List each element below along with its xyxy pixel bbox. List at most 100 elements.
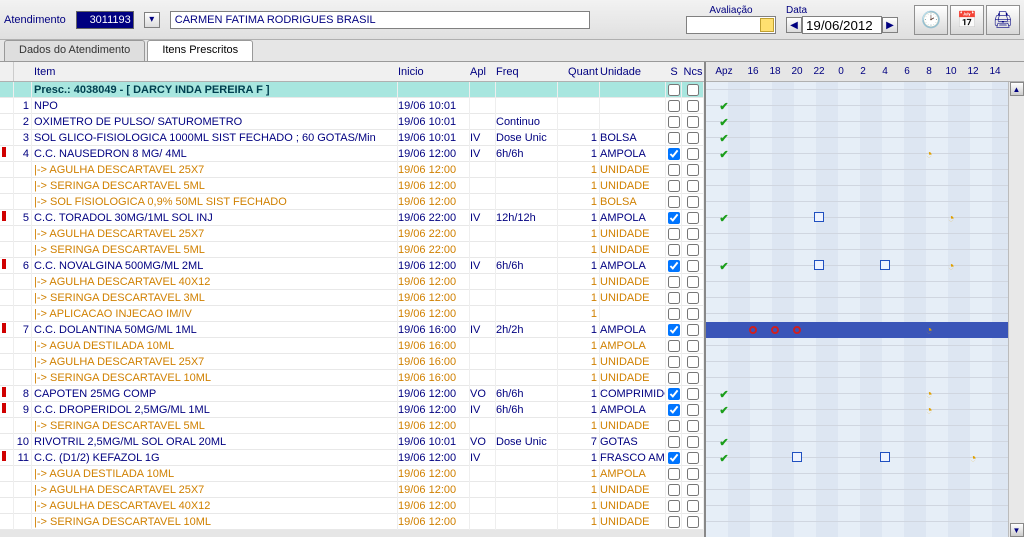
s-check[interactable] bbox=[668, 260, 680, 272]
ncs-check[interactable] bbox=[687, 452, 699, 464]
ncs-check[interactable] bbox=[687, 228, 699, 240]
s-check[interactable] bbox=[668, 180, 680, 192]
table-row[interactable]: |-> SERINGA DESCARTAVEL 10ML19/06 16:001… bbox=[0, 370, 704, 386]
ncs-check[interactable] bbox=[687, 212, 699, 224]
tab-itens[interactable]: Itens Prescritos bbox=[147, 40, 253, 61]
timeline-row[interactable]: ✔ bbox=[706, 130, 1008, 146]
table-row[interactable]: 8CAPOTEN 25MG COMP19/06 12:00VO6h/6h1COM… bbox=[0, 386, 704, 402]
atendimento-input[interactable] bbox=[76, 11, 134, 29]
table-row[interactable]: |-> AGULHA DESCARTAVEL 25X719/06 12:001U… bbox=[0, 162, 704, 178]
ncs-check[interactable] bbox=[687, 372, 699, 384]
s-check[interactable] bbox=[668, 116, 680, 128]
ncs-check[interactable] bbox=[687, 356, 699, 368]
table-row[interactable]: 6C.C. NOVALGINA 500MG/ML 2ML19/06 12:00I… bbox=[0, 258, 704, 274]
ncs-check[interactable] bbox=[687, 324, 699, 336]
table-row[interactable]: 5C.C. TORADOL 30MG/1ML SOL INJ19/06 22:0… bbox=[0, 210, 704, 226]
ncs-check[interactable] bbox=[687, 100, 699, 112]
ncs-check[interactable] bbox=[687, 260, 699, 272]
timeline-row[interactable] bbox=[706, 354, 1008, 370]
scroll-up-button[interactable]: ▲ bbox=[1010, 82, 1024, 96]
timeline-row[interactable] bbox=[706, 370, 1008, 386]
table-row[interactable]: |-> AGUA DESTILADA 10ML19/06 16:001AMPOL… bbox=[0, 338, 704, 354]
timeline-row[interactable] bbox=[706, 242, 1008, 258]
timeline-row[interactable] bbox=[706, 162, 1008, 178]
ncs-check[interactable] bbox=[687, 196, 699, 208]
ncs-check[interactable] bbox=[687, 500, 699, 512]
prescription-header-row[interactable]: Presc.: 4038049 - [ DARCY INDA PEREIRA F… bbox=[0, 82, 704, 98]
table-row[interactable]: 2OXIMETRO DE PULSO/ SATUROMETRO19/06 10:… bbox=[0, 114, 704, 130]
hdr-quant[interactable]: Quant bbox=[558, 66, 600, 78]
table-row[interactable]: 9C.C. DROPERIDOL 2,5MG/ML 1ML19/06 12:00… bbox=[0, 402, 704, 418]
s-check[interactable] bbox=[668, 340, 680, 352]
ncs-check[interactable] bbox=[687, 148, 699, 160]
hdr-apl[interactable]: Apl bbox=[470, 66, 496, 78]
table-row[interactable]: |-> AGUA DESTILADA 10ML19/06 12:001AMPOL… bbox=[0, 466, 704, 482]
ncs-check[interactable] bbox=[687, 116, 699, 128]
s-check[interactable] bbox=[668, 148, 680, 160]
print-button[interactable]: 🖨 bbox=[986, 5, 1020, 35]
clock-button[interactable]: 🕑 bbox=[914, 5, 948, 35]
table-row[interactable]: |-> AGULHA DESCARTAVEL 25X719/06 16:001U… bbox=[0, 354, 704, 370]
scroll-down-button[interactable]: ▼ bbox=[1010, 523, 1024, 537]
s-check[interactable] bbox=[668, 244, 680, 256]
hdr-apz[interactable]: Apz bbox=[706, 66, 742, 77]
s-check[interactable] bbox=[668, 276, 680, 288]
table-row[interactable]: 1NPO19/06 10:01 bbox=[0, 98, 704, 114]
timeline-row[interactable] bbox=[706, 466, 1008, 482]
table-row[interactable]: 4C.C. NAUSEDRON 8 MG/ 4ML19/06 12:00IV6h… bbox=[0, 146, 704, 162]
ncs-check[interactable] bbox=[687, 164, 699, 176]
table-row[interactable]: |-> SERINGA DESCARTAVEL 5ML19/06 22:001U… bbox=[0, 242, 704, 258]
table-row[interactable]: |-> AGULHA DESCARTAVEL 40X1219/06 12:001… bbox=[0, 498, 704, 514]
ncs-check[interactable] bbox=[687, 404, 699, 416]
timeline-row[interactable]: ✔ bbox=[706, 434, 1008, 450]
table-row[interactable]: |-> SOL FISIOLOGICA 0,9% 50ML SIST FECHA… bbox=[0, 194, 704, 210]
presc-s-check[interactable] bbox=[668, 84, 680, 96]
timeline-row[interactable]: ✔◔ bbox=[706, 258, 1008, 274]
date-input[interactable] bbox=[802, 16, 882, 34]
avaliacao-box[interactable] bbox=[686, 16, 776, 34]
s-check[interactable] bbox=[668, 132, 680, 144]
timeline-row[interactable]: ✔◔ bbox=[706, 146, 1008, 162]
timeline-row[interactable]: ✔ bbox=[706, 114, 1008, 130]
tab-dados[interactable]: Dados do Atendimento bbox=[4, 40, 145, 61]
table-row[interactable]: |-> SERINGA DESCARTAVEL 10ML19/06 12:001… bbox=[0, 514, 704, 530]
ncs-check[interactable] bbox=[687, 276, 699, 288]
ncs-check[interactable] bbox=[687, 484, 699, 496]
timeline-row[interactable]: ◔ bbox=[706, 322, 1008, 338]
s-check[interactable] bbox=[668, 372, 680, 384]
ncs-check[interactable] bbox=[687, 340, 699, 352]
calendar-button[interactable]: 📅 bbox=[950, 5, 984, 35]
timeline-row[interactable]: ✔◔ bbox=[706, 210, 1008, 226]
ncs-check[interactable] bbox=[687, 244, 699, 256]
s-check[interactable] bbox=[668, 452, 680, 464]
s-check[interactable] bbox=[668, 356, 680, 368]
date-prev-button[interactable]: ◀ bbox=[786, 17, 802, 33]
s-check[interactable] bbox=[668, 388, 680, 400]
s-check[interactable] bbox=[668, 436, 680, 448]
s-check[interactable] bbox=[668, 196, 680, 208]
table-row[interactable]: |-> SERINGA DESCARTAVEL 5ML19/06 12:001U… bbox=[0, 178, 704, 194]
s-check[interactable] bbox=[668, 500, 680, 512]
hdr-inicio[interactable]: Inicio bbox=[398, 66, 470, 78]
scrollbar[interactable]: ▲ ▼ bbox=[1008, 82, 1024, 537]
timeline-row[interactable]: ✔ bbox=[706, 98, 1008, 114]
hdr-item[interactable]: Item bbox=[32, 66, 398, 78]
hdr-s[interactable]: S bbox=[666, 66, 682, 78]
ncs-check[interactable] bbox=[687, 468, 699, 480]
ncs-check[interactable] bbox=[687, 516, 699, 528]
table-row[interactable]: 7C.C. DOLANTINA 50MG/ML 1ML19/06 16:00IV… bbox=[0, 322, 704, 338]
presc-ncs-check[interactable] bbox=[687, 84, 699, 96]
ncs-check[interactable] bbox=[687, 180, 699, 192]
timeline-row[interactable] bbox=[706, 274, 1008, 290]
s-check[interactable] bbox=[668, 308, 680, 320]
ncs-check[interactable] bbox=[687, 132, 699, 144]
s-check[interactable] bbox=[668, 484, 680, 496]
timeline-row[interactable] bbox=[706, 290, 1008, 306]
table-row[interactable]: |-> AGULHA DESCARTAVEL 40X1219/06 12:001… bbox=[0, 274, 704, 290]
timeline-row[interactable] bbox=[706, 194, 1008, 210]
table-row[interactable]: |-> AGULHA DESCARTAVEL 25X719/06 12:001U… bbox=[0, 482, 704, 498]
table-row[interactable]: 10RIVOTRIL 2,5MG/ML SOL ORAL 20ML19/06 1… bbox=[0, 434, 704, 450]
date-next-button[interactable]: ▶ bbox=[882, 17, 898, 33]
s-check[interactable] bbox=[668, 292, 680, 304]
table-row[interactable]: |-> SERINGA DESCARTAVEL 5ML19/06 12:001U… bbox=[0, 418, 704, 434]
